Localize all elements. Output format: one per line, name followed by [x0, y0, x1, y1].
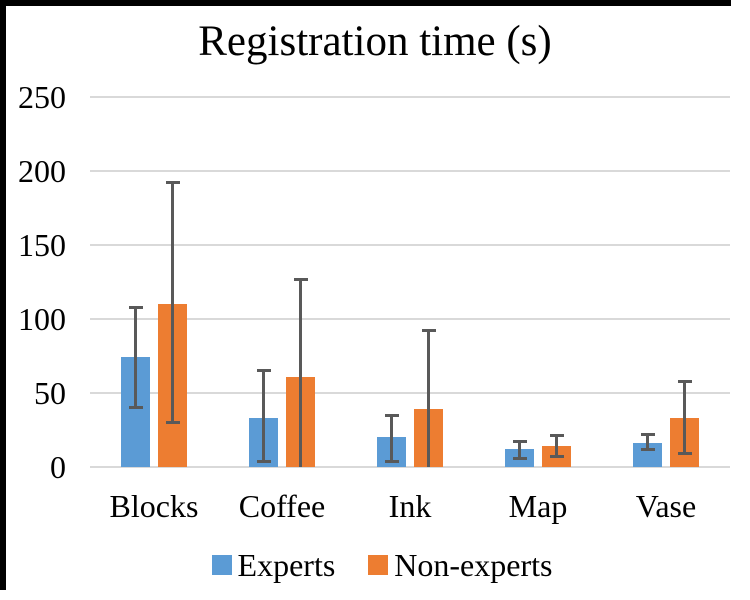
y-tick-label: 250: [18, 79, 66, 115]
y-tick-label: 200: [18, 153, 66, 189]
legend-swatch-icon: [211, 555, 232, 575]
error-bar-cap-bottom: [549, 455, 564, 459]
legend: Experts Non-experts: [0, 547, 750, 583]
x-category-label: Map: [508, 488, 568, 524]
error-bar-cap-top: [549, 434, 564, 438]
x-category-label: Vase: [635, 488, 697, 524]
legend-item-experts: Experts: [211, 547, 336, 583]
error-bar-cap-top: [293, 277, 308, 281]
x-category-label: Ink: [388, 488, 432, 524]
legend-swatch-icon: [368, 555, 389, 575]
frame-top-border: [0, 0, 731, 6]
y-tick-label: 150: [18, 227, 66, 263]
error-bar-line: [427, 330, 430, 467]
gridline-y200: [90, 170, 730, 172]
chart-title: Registration time (s): [198, 18, 552, 65]
error-bar-cap-bottom: [384, 459, 399, 463]
error-bar-cap-bottom: [165, 421, 180, 425]
error-bar-cap-bottom: [256, 459, 271, 463]
y-tick-label: 0: [50, 449, 66, 485]
error-bar-cap-top: [421, 329, 436, 333]
error-bar-line: [683, 381, 686, 454]
error-bar-cap-top: [128, 305, 143, 309]
error-bar-cap-top: [512, 440, 527, 444]
error-bar-cap-top: [677, 379, 692, 383]
error-bar-cap-top: [256, 369, 271, 373]
error-bar-line: [134, 307, 137, 408]
legend-item-non-experts: Non-experts: [368, 547, 552, 583]
error-bar-line: [646, 434, 649, 450]
gridline-y150: [90, 244, 730, 246]
legend-label: Non-experts: [394, 547, 553, 583]
error-bar-cap-top: [165, 181, 180, 185]
y-tick-label: 50: [34, 375, 66, 411]
error-bar-line: [299, 279, 302, 467]
error-bar-cap-bottom: [128, 406, 143, 410]
bar-experts-vase: [633, 443, 662, 467]
legend-label: Experts: [237, 547, 336, 583]
x-category-label: Coffee: [238, 488, 326, 524]
error-bar-cap-bottom: [512, 456, 527, 460]
error-bar-cap-top: [640, 432, 655, 436]
error-bar-line: [390, 415, 393, 462]
gridline-y250: [90, 96, 730, 98]
error-bar-line: [171, 182, 174, 423]
x-category-label: Blocks: [109, 488, 199, 524]
error-bar-cap-bottom: [677, 452, 692, 456]
error-bar-line: [262, 370, 265, 462]
gridline-y50: [90, 392, 730, 394]
y-tick-label: 100: [18, 301, 66, 337]
error-bar-cap-top: [384, 413, 399, 417]
error-bar-line: [555, 435, 558, 457]
gridline-y0: [90, 466, 730, 468]
error-bar-cap-bottom: [640, 447, 655, 451]
frame-left-border: [0, 0, 6, 590]
error-bar-line: [518, 441, 521, 459]
gridline-y100: [90, 318, 730, 320]
